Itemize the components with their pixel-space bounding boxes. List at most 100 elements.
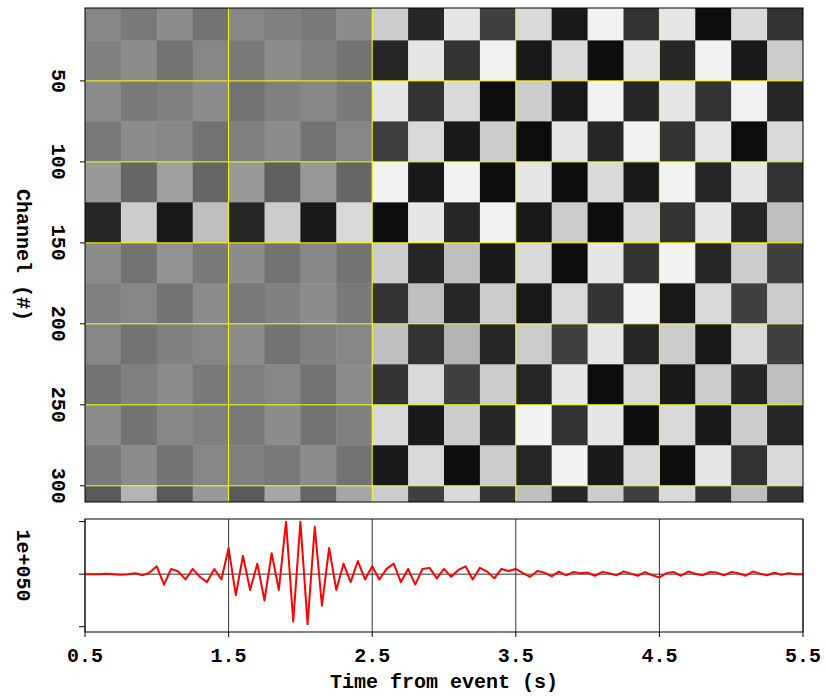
heat-cell [624,283,660,324]
heat-cell [121,8,157,41]
heat-cell [121,486,157,502]
heat-cell [516,243,552,284]
heat-cell [552,445,588,486]
heat-cell [659,81,695,122]
heat-cell [229,40,265,81]
heat-cell [85,405,121,446]
heat-cell [731,81,767,122]
tick-label: 200 [46,306,69,342]
heat-cell [588,324,624,365]
heat-cell [229,121,265,162]
heat-cell [552,202,588,243]
heat-cell [336,405,372,446]
heat-cell [444,324,480,365]
heat-cell [121,445,157,486]
heat-cell [300,243,336,284]
heat-cell [659,364,695,405]
plot-frame [85,519,803,632]
heat-cell [157,324,193,365]
tick-label: 100 [46,144,69,180]
heat-cell [695,324,731,365]
heat-cell [516,121,552,162]
heat-cell [372,162,408,203]
axis-title: Time from event (s) [330,671,558,694]
heat-cell [229,405,265,446]
heat-cell [659,8,695,41]
heat-cell [695,243,731,284]
heat-cell [300,202,336,243]
tick [515,632,516,637]
heat-cell [588,121,624,162]
heat-cell [624,81,660,122]
heat-cell [372,486,408,502]
heat-cell [731,405,767,446]
heat-cell [552,162,588,203]
heat-cell [624,364,660,405]
heat-cell [480,486,516,502]
heat-cell [695,162,731,203]
heat-cell [516,405,552,446]
heat-cell [408,202,444,243]
heat-cell [193,243,229,284]
heat-cell [552,324,588,365]
heat-cell [444,364,480,405]
heat-cell [767,81,803,122]
heat-cell [157,81,193,122]
heat-cell [193,81,229,122]
line-group [85,522,803,624]
heat-cell [624,445,660,486]
heat-cell [193,121,229,162]
heat-cell [767,40,803,81]
heat-cell [157,202,193,243]
heat-cell [121,81,157,122]
heat-cell [85,324,121,365]
heat-cell [229,202,265,243]
tick-label: 4.5 [641,645,677,668]
heat-cell [588,486,624,502]
heat-cell [408,486,444,502]
heat-cell [300,162,336,203]
heat-cell [193,364,229,405]
heat-cell [121,202,157,243]
heat-cell [659,445,695,486]
heat-cell [767,405,803,446]
heat-cell [372,324,408,365]
heat-cell [265,202,301,243]
heat-cell [265,445,301,486]
heat-cell [695,283,731,324]
heat-cell [444,283,480,324]
heat-cell [444,202,480,243]
heat-cell [731,445,767,486]
heat-cell [372,121,408,162]
heat-cell [552,81,588,122]
trace-line [85,522,803,624]
heat-cell [767,8,803,41]
heat-cell [121,364,157,405]
heat-cell [408,405,444,446]
heat-cell [121,243,157,284]
heat-cell [695,121,731,162]
heat-cell [408,162,444,203]
heat-cell [695,405,731,446]
heat-cell [516,81,552,122]
heat-cell [695,81,731,122]
heat-cell [444,405,480,446]
heat-cell [767,121,803,162]
heat-cell [659,162,695,203]
tick-label: 0.5 [67,645,103,668]
heat-cell [265,283,301,324]
plot-frame [85,8,803,502]
heat-cell [157,364,193,405]
tick [79,574,85,575]
heat-cell [372,445,408,486]
heat-cell [300,121,336,162]
heat-cell [731,486,767,502]
heat-cell [624,121,660,162]
heat-cell [480,202,516,243]
tick-label: 250 [46,387,69,423]
heat-cell [516,445,552,486]
heat-cell [588,445,624,486]
heat-cell [444,486,480,502]
heat-cell [516,202,552,243]
heat-cell [193,162,229,203]
